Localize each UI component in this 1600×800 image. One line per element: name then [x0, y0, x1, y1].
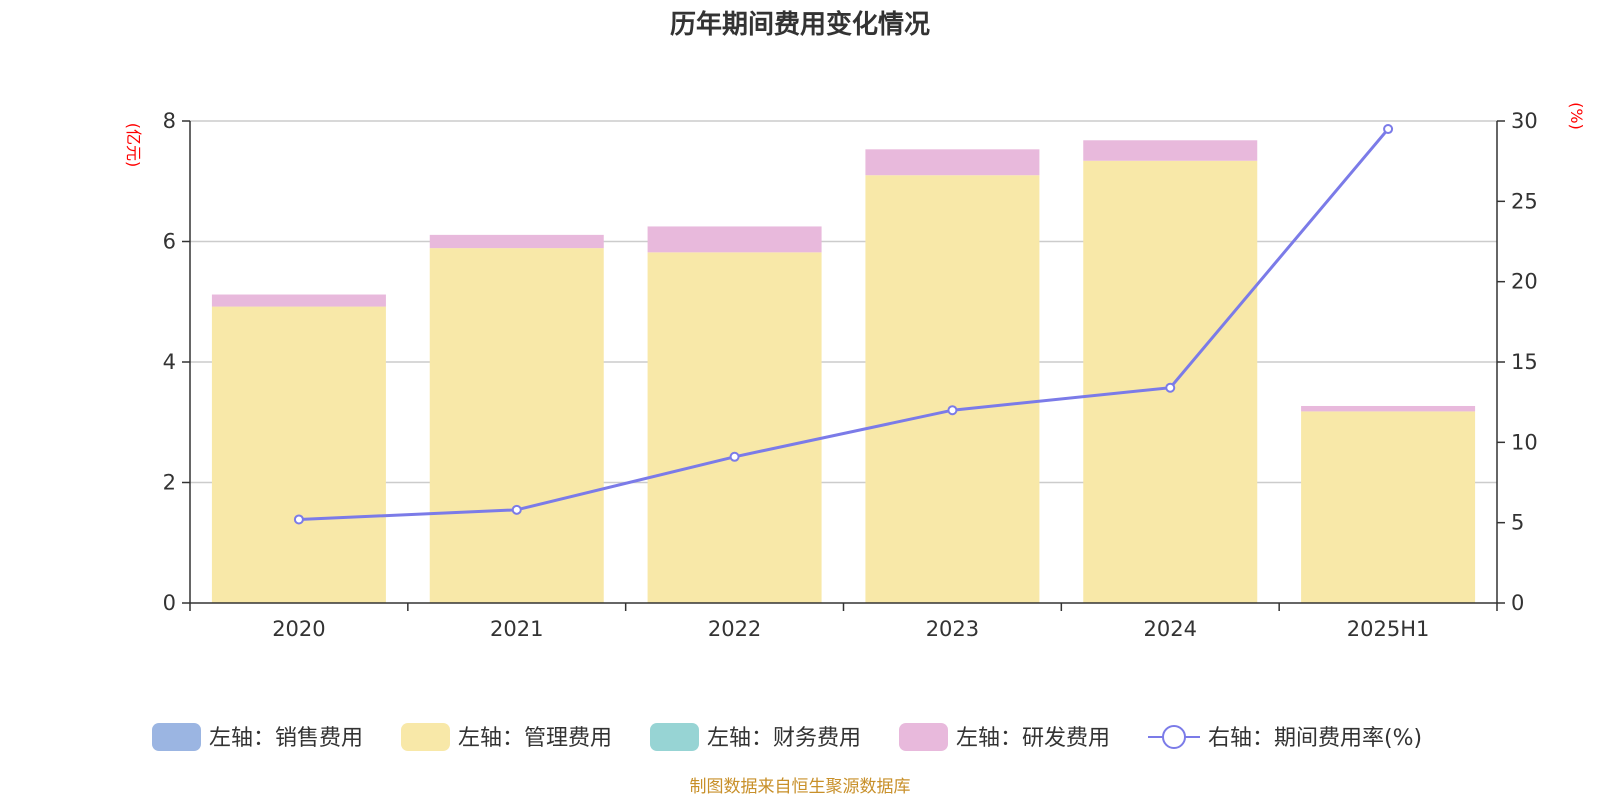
left-tick-label: 6 — [163, 230, 176, 254]
line-period-expense-rate — [298, 128, 1390, 521]
bar-左轴-研发费用-2021 — [429, 234, 604, 249]
right-tick-label: 25 — [1511, 189, 1538, 213]
bar-左轴-管理费用-2025H1 — [1301, 411, 1476, 603]
bar-左轴-管理费用-2020 — [211, 306, 386, 603]
x-tick-label: 2023 — [926, 617, 979, 641]
tick-labels: 0 2 4 6 8 0 5 10 15 20 25 30 2020 2021 2022 2023 2024 202… — [163, 109, 1538, 641]
bar-左轴-研发费用-2023 — [865, 149, 1040, 176]
bar-左轴-研发费用-2022 — [647, 226, 822, 253]
source-note: 制图数据来自恒生聚源数据库 — [690, 777, 911, 797]
x-tick-label: 2024 — [1144, 617, 1197, 641]
bar-左轴-管理费用-2024 — [1083, 160, 1258, 603]
bar-左轴-研发费用-2025H1 — [1301, 405, 1476, 412]
bar-左轴-研发费用-2020 — [211, 294, 386, 307]
legend: 左轴：销售费用 左轴：管理费用 左轴：财务费用 左轴：研发费用 右轴：期间费用率(%) — [152, 723, 1422, 751]
x-tick-label: 2022 — [708, 617, 761, 641]
left-tick-label: 4 — [163, 350, 176, 374]
line-point-2023 — [947, 405, 958, 416]
legend-swatch — [152, 723, 201, 751]
bar-左轴-研发费用-2024 — [1083, 140, 1258, 161]
legend-label: 左轴：研发费用 — [956, 726, 1110, 751]
bar-左轴-管理费用-2021 — [429, 248, 604, 603]
legend-label: 左轴：管理费用 — [458, 726, 612, 751]
left-tick-label: 0 — [163, 591, 176, 615]
legend-swatch — [401, 723, 450, 751]
left-axis-unit: (亿元) — [124, 123, 143, 168]
legend-marker — [1162, 725, 1186, 749]
legend-label: 右轴：期间费用率(%) — [1208, 726, 1422, 751]
axes — [182, 120, 1505, 611]
line-point-2025H1 — [1383, 124, 1394, 135]
x-tick-label: 2020 — [272, 617, 325, 641]
left-tick-label: 8 — [163, 109, 176, 133]
legend-label: 左轴：销售费用 — [209, 726, 363, 751]
line-point-2024 — [1165, 382, 1176, 393]
legend-swatch — [899, 723, 948, 751]
x-tick-label: 2021 — [490, 617, 543, 641]
bar-左轴-管理费用-2023 — [865, 175, 1040, 603]
line-series — [293, 124, 1394, 525]
right-tick-label: 20 — [1511, 270, 1538, 294]
right-tick-label: 15 — [1511, 350, 1538, 374]
right-tick-label: 30 — [1511, 109, 1538, 133]
bar-左轴-管理费用-2022 — [647, 252, 822, 603]
legend-swatch — [650, 723, 699, 751]
right-tick-label: 5 — [1511, 511, 1524, 535]
right-tick-label: 0 — [1511, 591, 1524, 615]
chart-title: 历年期间费用变化情况 — [670, 9, 930, 40]
grid-lines — [190, 120, 1497, 484]
line-point-2022 — [729, 451, 740, 462]
left-tick-label: 2 — [163, 471, 176, 495]
line-point-2020 — [293, 514, 304, 525]
legend-label: 左轴：财务费用 — [707, 726, 861, 751]
bar-series — [211, 140, 1476, 603]
right-tick-label: 10 — [1511, 430, 1538, 454]
x-tick-label: 2025H1 — [1347, 617, 1430, 641]
line-point-2021 — [511, 504, 522, 515]
right-axis-unit: (%) — [1567, 102, 1586, 130]
